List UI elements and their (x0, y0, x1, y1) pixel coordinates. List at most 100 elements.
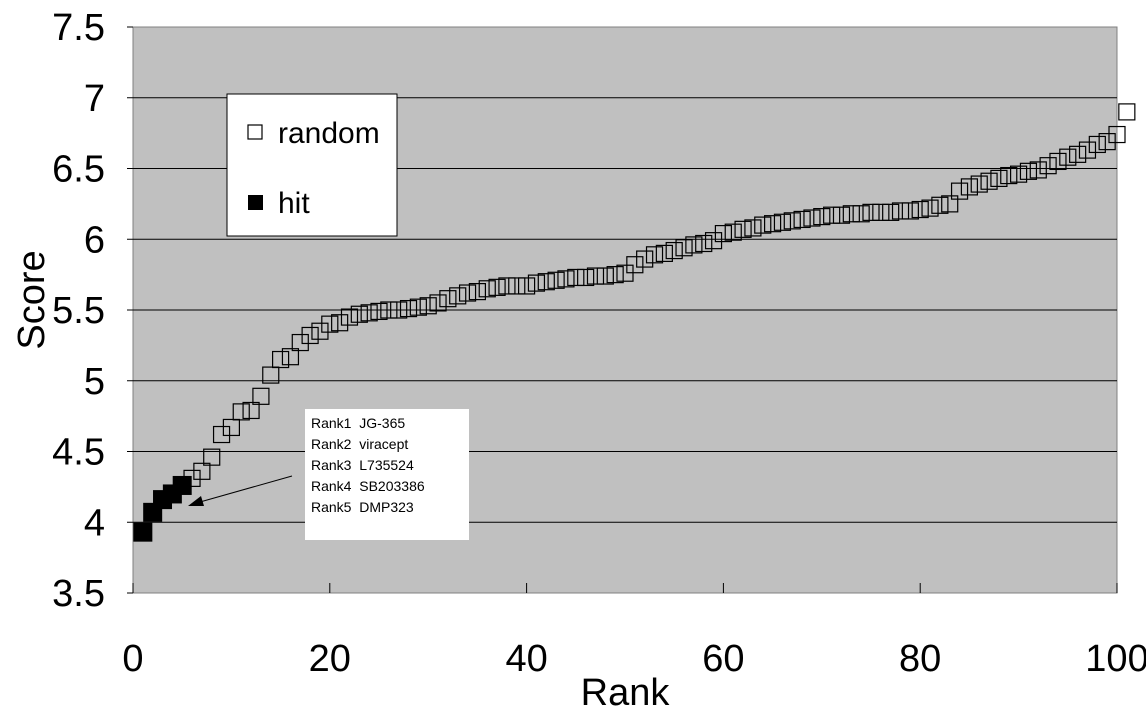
point-random (527, 274, 546, 292)
x-tick-label: 60 (702, 638, 744, 680)
point-random (488, 278, 506, 296)
point-random (449, 287, 467, 305)
point-random (1069, 145, 1087, 163)
point-random (891, 202, 910, 220)
point-random (350, 305, 368, 323)
y-tick-label: 3.5 (52, 573, 105, 615)
x-axis-title: Rank (581, 672, 671, 714)
x-axis-ticks: 0 20 40 60 80 100 (122, 583, 1146, 680)
point-random (842, 205, 860, 223)
legend-marker-random (247, 124, 263, 140)
point-random (685, 236, 703, 254)
point-random (970, 175, 988, 193)
point-random (517, 277, 536, 295)
annotation: Rank1 JG-365 Rank2 viracept Rank3 L73552… (188, 409, 469, 540)
point-random (980, 172, 998, 190)
point-random (793, 210, 811, 229)
point-random (498, 277, 516, 295)
point-random (596, 267, 614, 285)
point-random (242, 401, 260, 420)
point-random (439, 290, 457, 308)
point-random (193, 462, 211, 480)
point-random (626, 256, 644, 274)
point-random (311, 322, 329, 340)
point-random (950, 182, 969, 200)
point-random (232, 403, 250, 421)
point-random (724, 223, 742, 241)
point-random (1000, 166, 1018, 185)
point-random (714, 224, 733, 243)
point-random (1049, 152, 1067, 171)
point-random (655, 244, 673, 262)
point-random (222, 418, 240, 437)
y-axis-ticks: 3.5 4 4.5 5 5.5 6 6.5 7 7.5 (52, 7, 133, 615)
point-hit (133, 522, 153, 542)
point-random (262, 366, 280, 384)
point-random (429, 294, 447, 312)
point-random (478, 280, 496, 298)
annotation-line-4: Rank4 SB203386 (311, 478, 425, 494)
point-random (1098, 133, 1116, 151)
point-random (1029, 161, 1047, 179)
point-random (832, 206, 851, 224)
point-random (1059, 148, 1077, 166)
point-random (468, 283, 486, 301)
point-random (370, 302, 388, 321)
point-random (301, 326, 319, 345)
x-tick-label: 40 (505, 638, 547, 680)
point-random (773, 213, 792, 231)
point-random (1019, 162, 1038, 180)
point-random (567, 268, 585, 287)
point-random (1009, 165, 1028, 183)
point-random (744, 219, 762, 237)
point-random (547, 271, 565, 289)
point-random (606, 266, 624, 284)
x-tick-label: 20 (309, 638, 351, 680)
point-random (665, 241, 683, 260)
point-random (941, 195, 959, 213)
legend-marker-hit (248, 195, 263, 210)
point-random (754, 216, 772, 234)
point-random (901, 202, 919, 220)
point-random (419, 297, 437, 315)
point-random (990, 169, 1008, 188)
y-tick-label: 7.5 (52, 7, 105, 49)
point-random (645, 246, 664, 264)
point-random (911, 200, 929, 219)
point-random (577, 268, 595, 287)
x-tick-label: 80 (899, 638, 941, 680)
data-points (133, 103, 1136, 542)
point-random (390, 301, 408, 319)
point-random (783, 212, 801, 230)
point-random (695, 234, 713, 253)
point-random (734, 220, 752, 238)
point-random (882, 203, 900, 221)
y-axis-title: Score (11, 250, 53, 349)
point-random (291, 333, 309, 352)
annotation-line-5: Rank5 DMP323 (311, 499, 414, 515)
point-random (586, 267, 605, 285)
annotation-arrow-line (199, 475, 293, 503)
point-random (872, 203, 890, 221)
point-random (360, 304, 378, 322)
point-random (803, 209, 821, 227)
legend-label-hit: hit (278, 187, 310, 220)
point-random (537, 273, 555, 291)
annotation-box (305, 409, 469, 540)
gridlines (133, 97, 1117, 523)
point-random (813, 208, 831, 226)
annotation-line-3: Rank3 L735524 (311, 457, 414, 473)
y-tick-label: 4 (84, 502, 105, 544)
point-random (1039, 157, 1057, 175)
legend-label-random: random (278, 117, 380, 150)
point-random (960, 178, 979, 196)
point-random (331, 314, 349, 332)
legend-box (226, 93, 398, 237)
point-random (704, 232, 723, 250)
y-tick-label: 6.5 (52, 149, 105, 191)
point-random (458, 284, 477, 302)
point-random (212, 425, 231, 444)
point-random (409, 298, 427, 316)
annotation-line-1: Rank1 JG-365 (311, 415, 405, 431)
